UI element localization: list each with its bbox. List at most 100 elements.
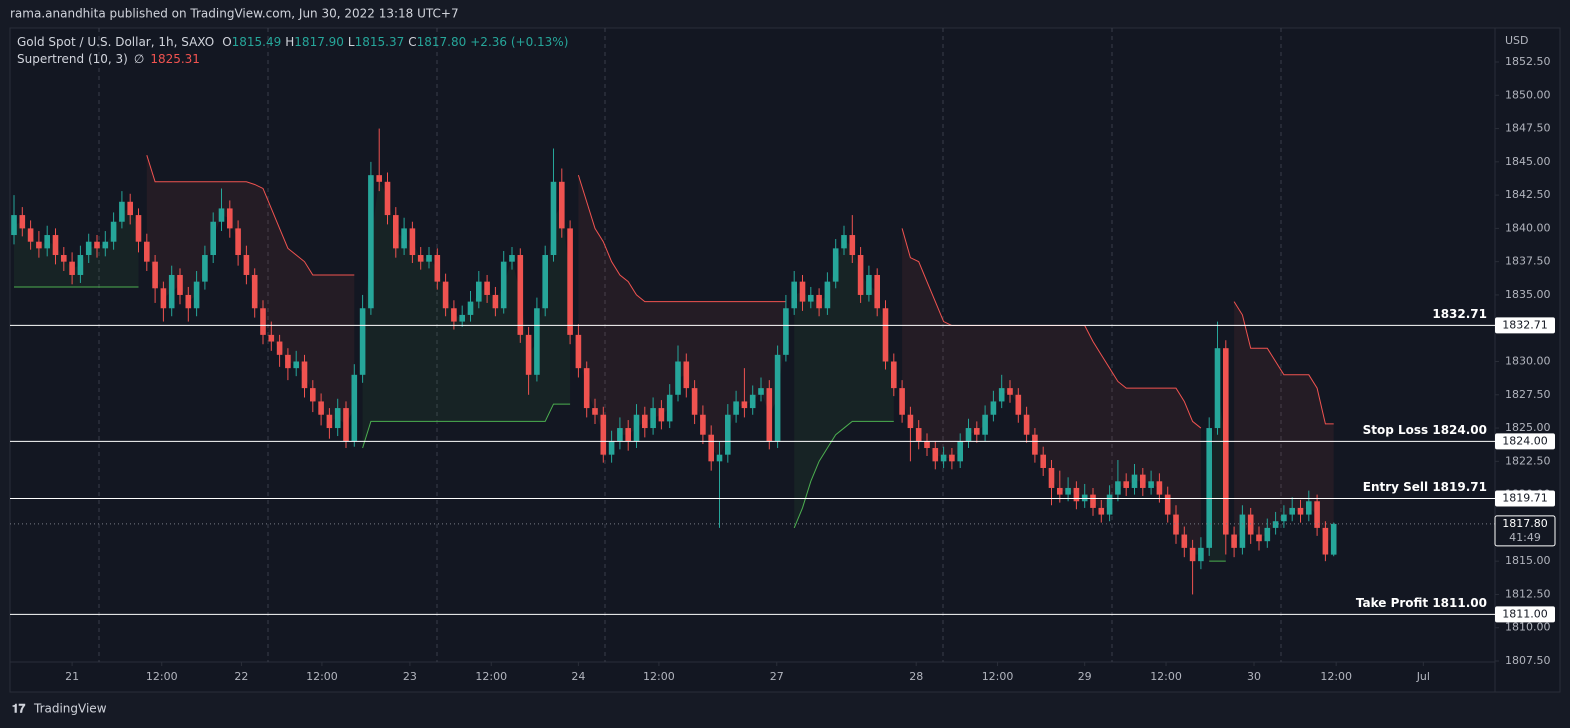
candle-body xyxy=(1314,501,1320,528)
candle-body xyxy=(1023,414,1030,435)
candle-body xyxy=(326,414,333,429)
y-tick-label: 1815.00 xyxy=(1505,554,1551,567)
x-tick-label: 12:00 xyxy=(475,670,507,683)
level-badge-text: 1824.00 xyxy=(1502,434,1548,447)
candle-body xyxy=(891,361,897,389)
candle-body xyxy=(1048,467,1055,488)
candle-body xyxy=(617,428,623,442)
x-tick-label: 22 xyxy=(234,670,248,683)
candle-body xyxy=(417,255,424,262)
candle-body xyxy=(310,388,316,402)
candle-body xyxy=(1297,507,1304,515)
footer-brand: TradingView xyxy=(33,702,107,716)
candle-body xyxy=(716,454,723,462)
x-tick-label: 28 xyxy=(909,670,923,683)
candle-body xyxy=(542,255,548,309)
candle-body xyxy=(824,281,831,309)
candle-body xyxy=(293,361,299,369)
trend-fill xyxy=(578,175,786,459)
candle-body xyxy=(874,274,880,309)
indicator-legend: Supertrend (10, 3) ∅ 1825.31 xyxy=(17,52,200,66)
level-badge-text: 1819.71 xyxy=(1502,491,1548,504)
candle-body xyxy=(1040,454,1046,468)
candle-body xyxy=(144,241,150,262)
candle-body xyxy=(1065,487,1071,495)
candle-body xyxy=(1214,348,1221,429)
candle-body xyxy=(251,274,258,309)
candle-body xyxy=(866,274,872,295)
candle-body xyxy=(401,228,407,249)
candle-body xyxy=(459,314,465,322)
legend-value: 1817.80 xyxy=(417,35,467,49)
candle-body xyxy=(442,281,449,309)
candle-body xyxy=(1239,514,1246,548)
candle-body xyxy=(899,388,905,415)
candle-body xyxy=(1264,527,1271,542)
candle-body xyxy=(849,235,856,256)
trend-fill xyxy=(14,208,139,287)
level-label: Take Profit 1811.00 xyxy=(1356,596,1487,610)
trend-fill xyxy=(902,228,1201,555)
x-tick-label: 12:00 xyxy=(982,670,1014,683)
candle-body xyxy=(600,414,607,455)
candle-body xyxy=(915,428,922,442)
candle-body xyxy=(393,215,399,249)
candle-body xyxy=(334,408,341,429)
trend-fill xyxy=(362,178,571,449)
candle-body xyxy=(77,255,84,275)
legend-change: +2.36 (+0.13%) xyxy=(470,35,568,49)
y-tick-label: 1845.00 xyxy=(1505,155,1551,168)
candle-body xyxy=(1247,514,1254,535)
indicator-symbol: ∅ xyxy=(134,52,144,66)
level-badge-text: 1832.71 xyxy=(1502,318,1548,331)
candle-body xyxy=(1115,481,1121,495)
trend-fill xyxy=(1209,388,1226,562)
candle-body xyxy=(409,228,416,256)
candle-body xyxy=(882,308,889,362)
candle-body xyxy=(376,175,382,182)
candle-body xyxy=(484,281,490,295)
x-tick-label: 12:00 xyxy=(1150,670,1182,683)
candle-body xyxy=(210,221,216,256)
candle-body xyxy=(52,235,59,256)
candle-body xyxy=(583,368,590,409)
candle-body xyxy=(85,241,92,256)
candle-body xyxy=(168,274,175,309)
candle-body xyxy=(550,181,557,256)
candle-body xyxy=(44,235,50,249)
trend-fill xyxy=(146,155,355,425)
candle-body xyxy=(708,434,714,462)
candle-body xyxy=(841,235,847,249)
candle-body xyxy=(783,308,789,355)
y-tick-label: 1847.50 xyxy=(1505,122,1551,135)
candle-body xyxy=(110,221,117,242)
candle-body xyxy=(517,255,524,335)
y-tick-label: 1850.00 xyxy=(1505,88,1551,101)
level-badge-text: 1811.00 xyxy=(1502,607,1548,620)
candle-body xyxy=(749,394,756,409)
indicator-value: 1825.31 xyxy=(150,52,200,66)
candle-body xyxy=(177,274,183,295)
supertrend-line xyxy=(146,155,355,276)
legend: Gold Spot / U.S. Dollar, 1h, SAXO O1815.4… xyxy=(17,35,568,49)
candle-body xyxy=(260,308,266,335)
supertrend-line xyxy=(793,420,894,529)
candle-body xyxy=(94,241,100,249)
y-tick-label: 1822.50 xyxy=(1505,454,1551,467)
level-badge xyxy=(1495,606,1555,623)
candle-body xyxy=(534,308,540,375)
legend-value: 1817.90 xyxy=(294,35,344,49)
candle-body xyxy=(907,414,914,429)
candle-body xyxy=(301,361,308,389)
level-badge xyxy=(1495,490,1555,507)
candle-body xyxy=(774,354,781,442)
last-price-label: 1817.80 xyxy=(1502,517,1548,530)
legend-key: H xyxy=(285,35,294,49)
candle-body xyxy=(1181,534,1188,548)
legend-title: Gold Spot / U.S. Dollar, 1h, SAXO xyxy=(17,35,214,49)
candle-body xyxy=(1032,434,1038,455)
candle-body xyxy=(625,428,631,442)
candle-body xyxy=(218,208,225,222)
candle-body xyxy=(766,388,773,442)
